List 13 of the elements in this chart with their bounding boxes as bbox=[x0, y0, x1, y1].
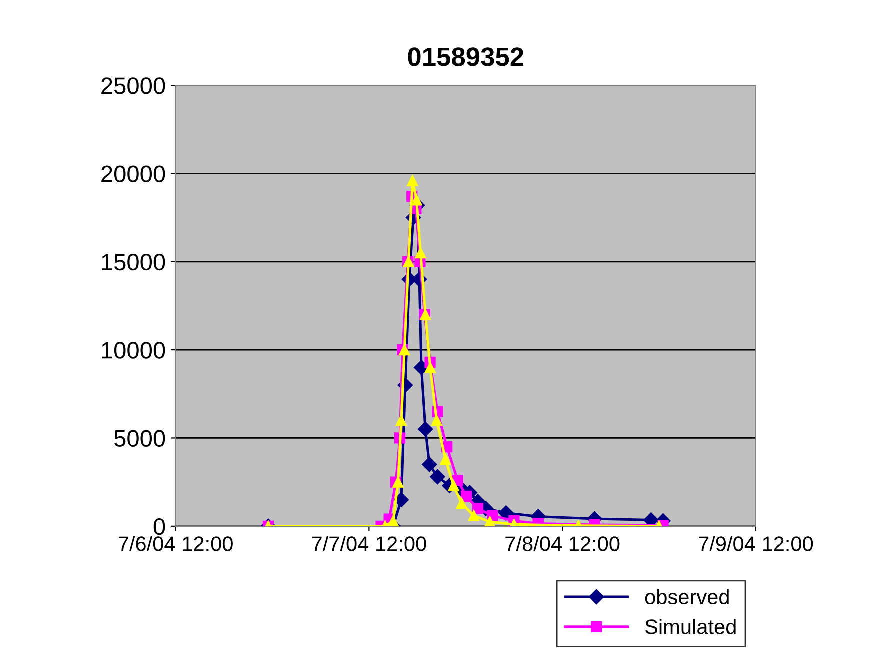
chart-title: 01589352 bbox=[408, 48, 524, 66]
x-tick-label: 7/8/04 12:00 bbox=[506, 536, 620, 552]
y-tick-label: 0 bbox=[154, 518, 166, 536]
legend-label: Simulated bbox=[646, 619, 736, 634]
legend-label: observed bbox=[645, 589, 729, 605]
y-tick-label: 10000 bbox=[102, 342, 166, 359]
x-tick-label: 7/6/04 12:00 bbox=[118, 536, 233, 552]
y-tick-label: 15000 bbox=[102, 254, 166, 271]
x-tick-label: 7/9/04 12:00 bbox=[699, 536, 814, 552]
y-tick-label: 5000 bbox=[114, 430, 166, 448]
y-tick-label: 20000 bbox=[102, 166, 166, 182]
y-tick-label: 25000 bbox=[102, 78, 166, 94]
x-tick-label: 7/7/04 12:00 bbox=[312, 536, 426, 552]
